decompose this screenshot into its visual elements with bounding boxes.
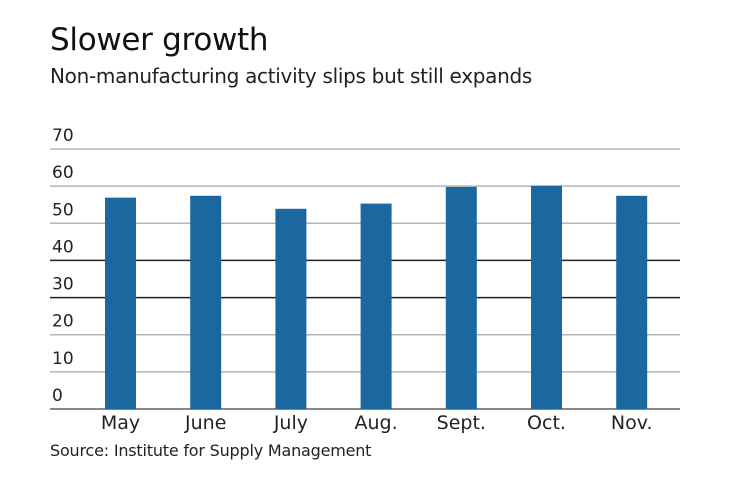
bar-july xyxy=(275,208,307,409)
y-tick-label: 50 xyxy=(52,200,74,220)
x-tick-label: June xyxy=(184,412,226,434)
x-tick-label: Nov. xyxy=(611,412,653,434)
y-tick-label: 10 xyxy=(52,349,74,369)
gridlines xyxy=(50,148,680,410)
y-tick-label: 30 xyxy=(52,275,74,295)
y-tick-label: 0 xyxy=(52,386,63,406)
y-tick-label: 40 xyxy=(52,237,74,257)
bar-may xyxy=(105,197,136,409)
x-tick-label: Sept. xyxy=(437,412,486,434)
chart-subtitle: Non-manufacturing activity slips but sti… xyxy=(50,64,532,88)
bar-june xyxy=(190,195,222,409)
bar-aug xyxy=(360,203,392,409)
x-tick-label: Oct. xyxy=(527,412,566,434)
bar-sept xyxy=(445,186,477,409)
y-axis-tick-labels: 0 10 20 30 40 50 60 70 xyxy=(52,126,74,406)
x-tick-label: May xyxy=(101,412,140,434)
bars xyxy=(105,185,648,409)
x-tick-label: July xyxy=(273,412,308,434)
x-axis-tick-labels: May June July Aug. Sept. Oct. Nov. xyxy=(101,412,653,434)
chart-title: Slower growth xyxy=(50,22,269,58)
bar-nov xyxy=(616,195,648,409)
y-tick-label: 60 xyxy=(52,163,74,183)
bar-oct xyxy=(531,185,562,409)
y-tick-label: 70 xyxy=(52,126,74,146)
chart-source: Source: Institute for Supply Management xyxy=(50,441,372,460)
x-tick-label: Aug. xyxy=(355,412,398,434)
y-tick-label: 20 xyxy=(52,312,74,332)
